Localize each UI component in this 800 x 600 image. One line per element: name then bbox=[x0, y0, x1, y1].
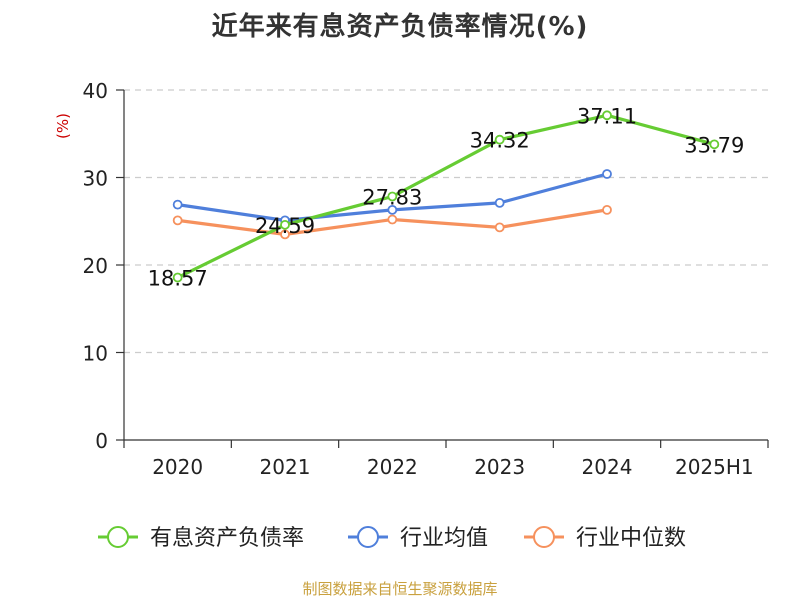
data-point bbox=[494, 222, 505, 233]
y-tick-label: 0 bbox=[95, 429, 108, 453]
y-tick-label: 30 bbox=[83, 167, 108, 191]
series bbox=[172, 110, 720, 283]
x-tick-label: 2022 bbox=[367, 455, 418, 479]
data-point bbox=[172, 272, 183, 283]
grid-lines bbox=[124, 89, 768, 354]
legend-label: 有息资产负债率 bbox=[150, 526, 304, 551]
data-label: 24.59 bbox=[255, 214, 315, 238]
x-tick-label: 2025H1 bbox=[675, 455, 754, 479]
x-tick-label: 2024 bbox=[582, 455, 633, 479]
x-tick-label: 2021 bbox=[260, 455, 311, 479]
legend: 有息资产负债率 行业均值 行业中位数 bbox=[98, 526, 686, 551]
data-point bbox=[494, 134, 505, 145]
legend-swatch-marker bbox=[357, 526, 379, 548]
data-point bbox=[387, 214, 398, 225]
data-point bbox=[709, 139, 720, 150]
legend-label: 行业均值 bbox=[400, 526, 488, 551]
data-point bbox=[387, 191, 398, 202]
data-point bbox=[602, 110, 612, 121]
axes: (%) 0 10 20 30 40 2020 2021 2022 2023 2024 2025H1 bbox=[54, 79, 769, 479]
data-point bbox=[387, 204, 398, 215]
chart-title: 近年来有息资产负债率情况(%) bbox=[211, 12, 589, 42]
data-point bbox=[172, 215, 183, 226]
data-label: 18.57 bbox=[148, 267, 208, 291]
data-label: 37.11 bbox=[577, 104, 637, 128]
data-point bbox=[280, 229, 290, 240]
source-note: 制图数据来自恒生聚源数据库 bbox=[302, 580, 498, 598]
data-label: 34.32 bbox=[470, 129, 530, 153]
legend-swatch-marker bbox=[533, 526, 555, 548]
data-point bbox=[172, 199, 183, 210]
data-labels: 18.57 24.59 27.83 34.32 37.11 33.79 bbox=[148, 104, 745, 290]
y-tick-label: 10 bbox=[83, 342, 108, 366]
y-axis-label: (%) bbox=[54, 113, 72, 139]
data-point bbox=[494, 197, 505, 208]
legend-swatch-marker bbox=[107, 526, 129, 548]
data-point bbox=[602, 169, 612, 179]
y-tick-label: 20 bbox=[83, 254, 108, 278]
x-tick-label: 2023 bbox=[474, 455, 525, 479]
data-point bbox=[280, 219, 290, 230]
x-tick-label: 2020 bbox=[152, 455, 203, 479]
y-tick-label: 40 bbox=[83, 79, 108, 103]
legend-label: 行业中位数 bbox=[576, 526, 686, 551]
series-line bbox=[176, 113, 716, 280]
data-label: 27.83 bbox=[362, 185, 422, 209]
data-label: 33.79 bbox=[684, 133, 744, 157]
data-point bbox=[602, 204, 612, 215]
